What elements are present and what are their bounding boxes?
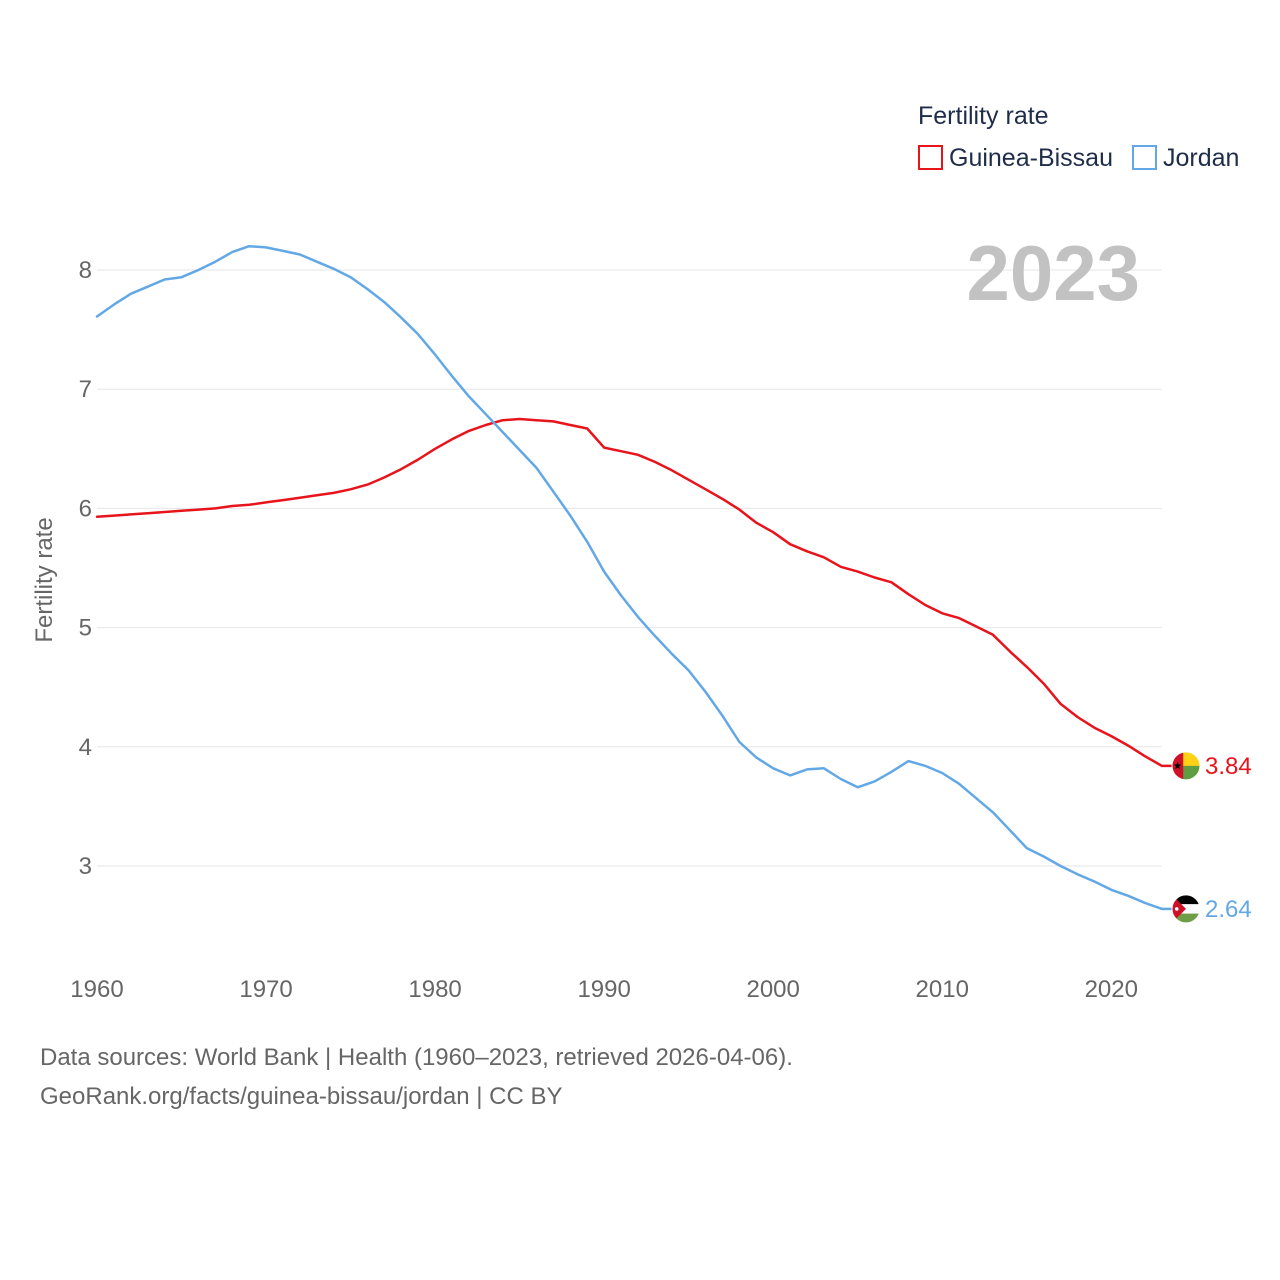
legend-label-jordan[interactable]: Jordan <box>1163 144 1239 172</box>
legend-title: Fertility rate <box>918 102 1049 130</box>
x-tick-label: 1990 <box>577 976 630 1003</box>
y-tick-label: 5 <box>79 615 92 642</box>
gridlines <box>97 269 1162 867</box>
end-value-label: 2.64 <box>1205 896 1252 923</box>
legend-swatch-guinea-bissau[interactable] <box>918 145 943 170</box>
legend-label-guinea-bissau[interactable]: Guinea-Bissau <box>949 144 1113 172</box>
x-tick-label: 2000 <box>746 976 799 1003</box>
footer-link[interactable]: GeoRank.org/facts/guinea-bissau/jordan |… <box>40 1083 563 1110</box>
y-axis-label: Fertility rate <box>31 517 58 642</box>
y-tick-label: 6 <box>79 495 92 522</box>
y-tick-label: 4 <box>79 734 92 761</box>
x-tick-label: 2020 <box>1085 976 1138 1003</box>
y-tick-label: 8 <box>79 257 92 284</box>
x-axis-ticks: 1960 1970 1980 1990 2000 2010 2020 <box>70 976 1138 1003</box>
y-tick-label: 7 <box>79 376 92 403</box>
legend-swatch-jordan[interactable] <box>1132 145 1157 170</box>
end-value-label: 3.84 <box>1205 753 1252 780</box>
y-axis-ticks: 3 4 5 6 7 8 <box>79 257 92 880</box>
footer-sources: Data sources: World Bank | Health (1960–… <box>40 1044 793 1071</box>
series-line-guinea-bissau[interactable] <box>95 417 1164 768</box>
legend: Fertility rate Guinea-Bissau Jordan <box>918 102 1239 172</box>
highlight-year: 2023 <box>966 229 1140 317</box>
x-tick-label: 1980 <box>408 976 461 1003</box>
guinea-bissau-flag-icon <box>1171 751 1201 781</box>
x-tick-label: 1960 <box>70 976 123 1003</box>
series-line-jordan[interactable] <box>95 244 1164 911</box>
x-tick-label: 2010 <box>916 976 969 1003</box>
y-tick-label: 3 <box>79 853 92 880</box>
x-tick-label: 1970 <box>239 976 292 1003</box>
end-markers: 3.84 2.64 <box>1162 751 1252 924</box>
jordan-flag-icon <box>1171 894 1201 924</box>
series-lines <box>95 244 1164 911</box>
